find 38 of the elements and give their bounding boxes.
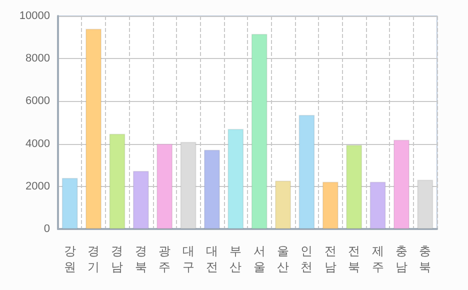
bar: [132, 170, 149, 229]
x-tick-label: 울산: [277, 244, 290, 274]
bar: [251, 34, 268, 229]
x-tick-label: 전남: [324, 244, 336, 274]
bar: [298, 114, 315, 229]
bar: [346, 144, 362, 229]
y-tick-label: 10000: [19, 10, 50, 22]
bar: [86, 28, 102, 229]
x-tick-label: 충북: [419, 244, 432, 274]
x-tick-label: 전북: [348, 244, 360, 274]
bar: [109, 134, 126, 229]
bar: [156, 144, 173, 229]
x-tick-label: 제주: [372, 244, 384, 274]
bar: [322, 182, 338, 229]
x-tick-label: 경기: [88, 244, 100, 274]
bar: [275, 180, 292, 229]
y-tick-label: 4000: [26, 138, 50, 150]
bar: [62, 178, 78, 229]
x-tick-label: 경북: [134, 244, 147, 274]
x-tick-label: 광주: [158, 244, 171, 274]
bar: [393, 140, 410, 229]
x-tick-label: 대전: [206, 244, 218, 274]
bar: [228, 128, 244, 229]
x-tick-label: 대구: [182, 244, 194, 274]
bar: [417, 180, 434, 229]
y-tick-label: 8000: [26, 52, 50, 65]
bar: [370, 182, 386, 229]
x-tick-label: 서울: [253, 244, 266, 274]
y-tick-label: 2000: [26, 180, 50, 192]
x-tick-label: 인천: [300, 244, 313, 274]
bar: [204, 150, 220, 229]
x-tick-label: 강원: [64, 244, 76, 274]
x-tick-label: 경남: [111, 244, 124, 274]
bar: [180, 142, 196, 229]
x-tick-label: 부산: [230, 244, 242, 274]
y-tick-label: 0: [44, 223, 50, 235]
x-tick-label: 충남: [395, 244, 408, 274]
y-tick-label: 6000: [26, 95, 50, 108]
